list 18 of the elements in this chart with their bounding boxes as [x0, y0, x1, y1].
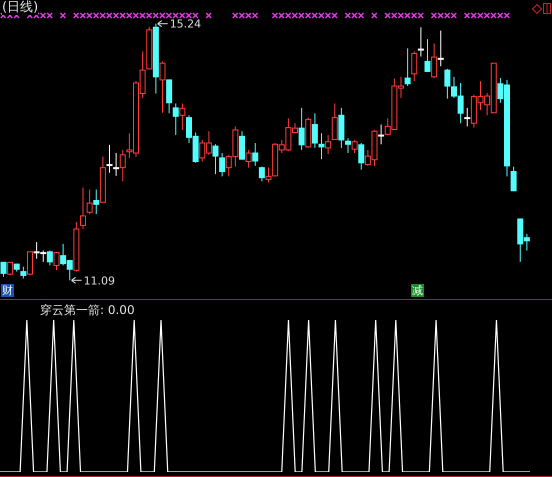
candlestick [172, 103, 179, 136]
chart-title: 穿云第一箭: 0.00 [40, 302, 135, 319]
candlestick [378, 124, 384, 145]
candlestick [338, 107, 344, 148]
chart-title: (日线) [2, 0, 38, 15]
text: 财 [1, 284, 14, 297]
candlestick [510, 166, 517, 192]
candlestick [179, 103, 186, 130]
candlestick [93, 188, 100, 215]
annotation: 15.24 [170, 18, 202, 31]
candlestick [219, 152, 226, 177]
candlestick [120, 149, 126, 182]
candlestick [152, 23, 159, 94]
annotation: 11.09 [84, 274, 116, 288]
text: 减 [411, 284, 424, 297]
candlestick [312, 112, 318, 148]
candlestick [252, 142, 258, 166]
candlestick [318, 132, 324, 160]
